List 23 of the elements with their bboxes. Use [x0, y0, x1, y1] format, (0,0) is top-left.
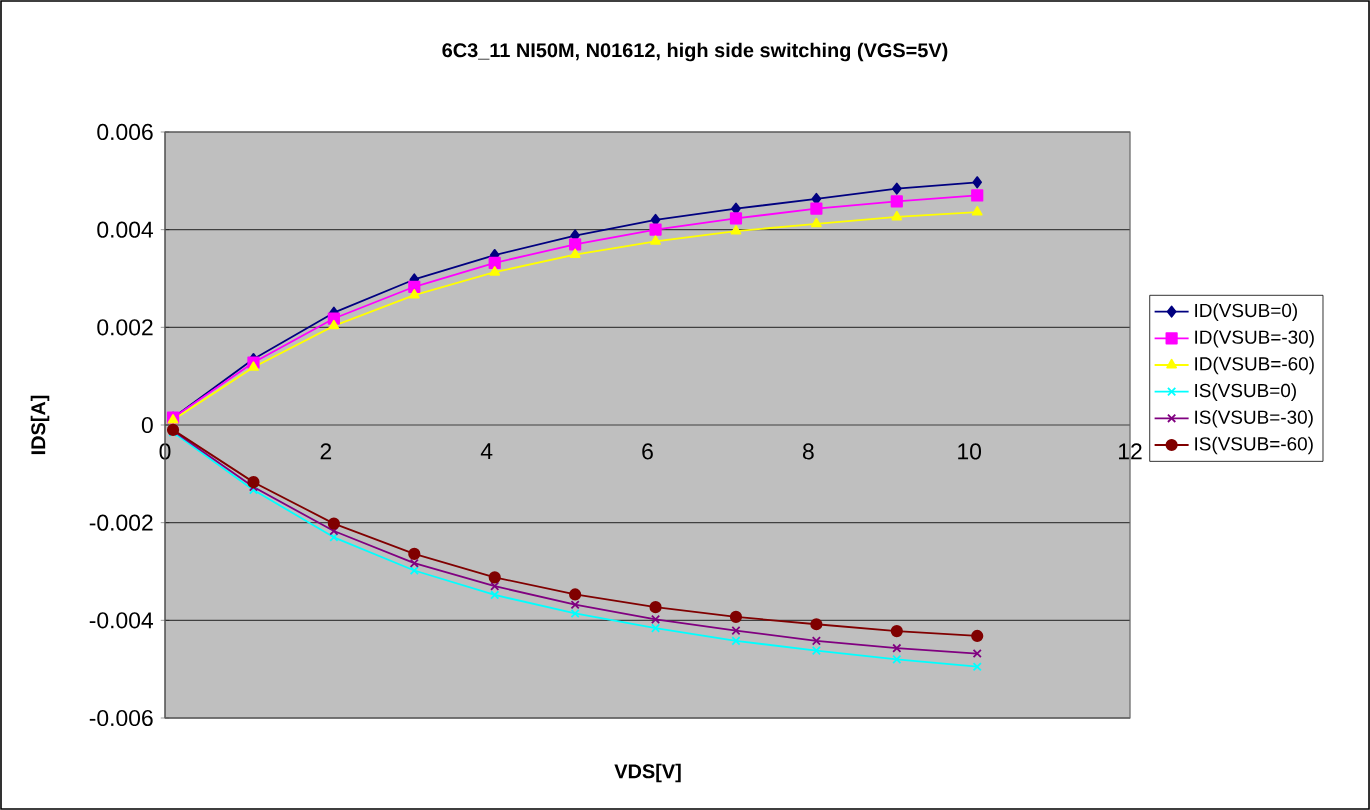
y-tick-label: 0.002: [97, 319, 153, 336]
x-tick-label: 10: [958, 443, 982, 460]
x-tick-label: 4: [480, 443, 493, 460]
legend-label: IS(VSUB=0): [1195, 383, 1296, 401]
x-tick-label: 12: [1119, 443, 1142, 460]
x-tick-label: 6: [642, 443, 653, 460]
legend-label: ID(VSUB=-30): [1195, 329, 1314, 348]
y-tick-label: -0.006: [89, 709, 153, 727]
x-tick-label: 2: [320, 443, 332, 460]
x-tick-label: 8: [802, 443, 814, 460]
legend-label: ID(VSUB=-60): [1195, 356, 1314, 375]
y-axis-title: IDS[A]: [30, 395, 50, 455]
x-tick-label: 0: [159, 443, 171, 460]
y-tick-label: 0.004: [97, 221, 154, 238]
legend-label: IS(VSUB=-60): [1195, 436, 1313, 455]
x-axis-title: VDS[V]: [614, 763, 681, 783]
y-tick-label: -0.004: [89, 612, 154, 629]
legend-label: ID(VSUB=0): [1195, 303, 1297, 321]
chart-title: 6C3_11 NI50M, N01612, high side switching (VGS=5V): [442, 42, 948, 62]
legend-label: IS(VSUB=-30): [1195, 409, 1313, 428]
y-tick-label: -0.002: [89, 514, 153, 531]
y-tick-label: 0.006: [97, 123, 153, 141]
y-tick-label: 0: [141, 416, 153, 434]
